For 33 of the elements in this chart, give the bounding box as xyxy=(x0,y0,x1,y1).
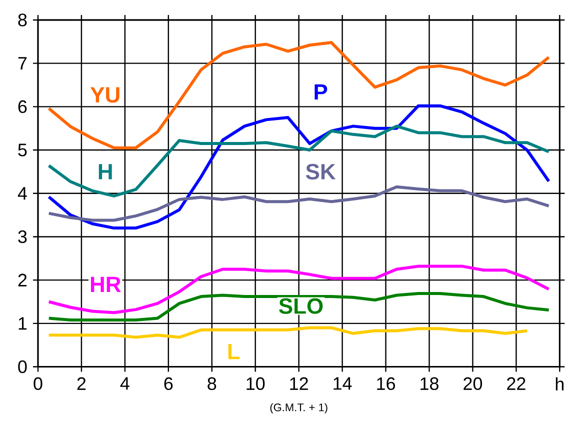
series-label: H xyxy=(98,164,112,180)
line-series xyxy=(47,41,550,150)
y-tick-label: 4 xyxy=(18,187,27,200)
x-tick-label: 22 xyxy=(507,377,526,390)
x-tick-label: 0 xyxy=(34,377,42,390)
series-label: L xyxy=(228,344,240,360)
x-tick-label: 4 xyxy=(120,377,130,390)
y-tick-label: 7 xyxy=(18,57,27,70)
x-tick-label: 8 xyxy=(208,377,216,390)
line-series xyxy=(47,186,550,222)
series-label: SK xyxy=(306,164,336,180)
x-tick-label: 10 xyxy=(246,377,265,390)
series-label: SLO xyxy=(279,298,323,314)
x-axis-title: (G.M.T. + 1) xyxy=(270,403,328,414)
x-tick-label: 16 xyxy=(377,377,395,390)
x-tick-label: 18 xyxy=(420,377,438,390)
x-tick-label: 12 xyxy=(290,377,308,390)
y-tick-label: 5 xyxy=(18,144,27,156)
x-tick-label: 14 xyxy=(334,377,352,390)
y-tick-label: 2 xyxy=(18,274,27,286)
y-tick-label: 6 xyxy=(18,100,27,114)
x-tick-label: h xyxy=(556,377,564,390)
y-tick-label: 1 xyxy=(18,317,27,330)
x-tick-label: 6 xyxy=(164,377,173,390)
y-tick-label: 3 xyxy=(18,230,27,244)
series-label: P xyxy=(314,84,328,100)
x-tick-label: 2 xyxy=(77,377,86,390)
line-series xyxy=(47,104,550,230)
series-label: YU xyxy=(90,87,120,103)
series-label: HR xyxy=(90,276,121,292)
y-tick-label: 8 xyxy=(18,14,27,26)
x-tick-label: 20 xyxy=(464,377,482,390)
y-tick-label: 0 xyxy=(18,360,27,374)
